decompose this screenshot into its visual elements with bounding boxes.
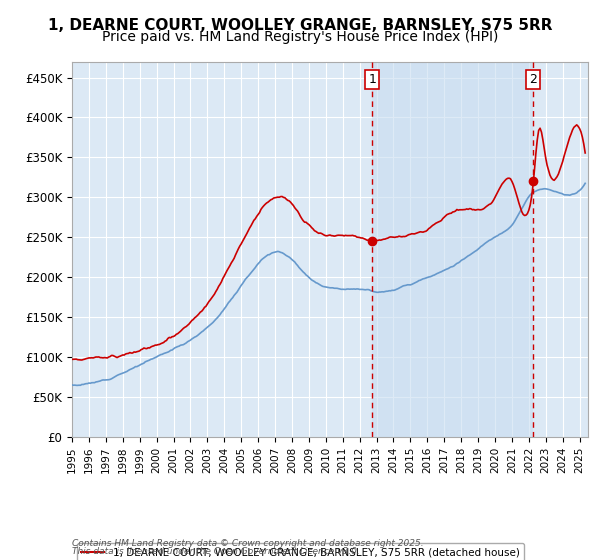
Legend: 1, DEARNE COURT, WOOLLEY GRANGE, BARNSLEY, S75 5RR (detached house), HPI: Averag: 1, DEARNE COURT, WOOLLEY GRANGE, BARNSLE…	[77, 543, 524, 560]
Text: Contains HM Land Registry data © Crown copyright and database right 2025.: Contains HM Land Registry data © Crown c…	[72, 539, 424, 548]
Text: 1: 1	[368, 73, 376, 86]
Text: Price paid vs. HM Land Registry's House Price Index (HPI): Price paid vs. HM Land Registry's House …	[102, 30, 498, 44]
Text: This data is licensed under the Open Government Licence v3.0.: This data is licensed under the Open Gov…	[72, 547, 360, 556]
Bar	[372, 62, 533, 437]
Text: 2: 2	[529, 73, 537, 86]
Text: 1, DEARNE COURT, WOOLLEY GRANGE, BARNSLEY, S75 5RR: 1, DEARNE COURT, WOOLLEY GRANGE, BARNSLE…	[48, 18, 552, 34]
